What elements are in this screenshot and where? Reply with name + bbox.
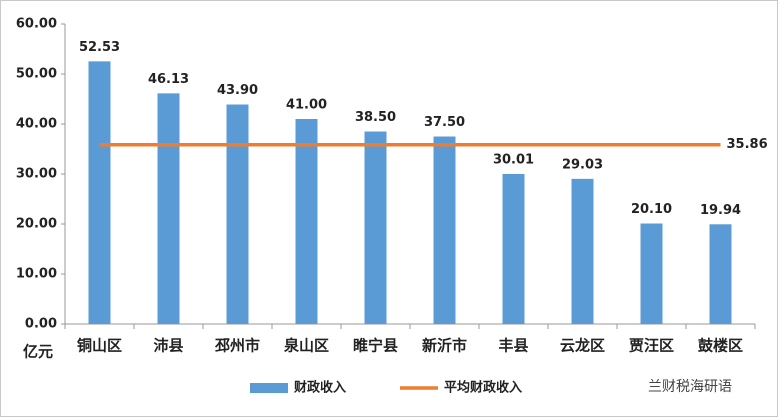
x-tick-label: 新沂市 <box>422 337 467 355</box>
bar <box>295 119 318 324</box>
value-label: 52.53 <box>79 40 120 55</box>
y-tick-label: 20.00 <box>16 217 57 232</box>
value-label: 19.94 <box>700 203 741 218</box>
value-label: 29.03 <box>562 157 603 172</box>
x-tick-label: 邳州市 <box>214 337 260 355</box>
x-tick-label: 沛县 <box>153 337 183 355</box>
value-label: 46.13 <box>148 72 189 87</box>
watermark: 兰财税海研语 <box>648 379 732 395</box>
bar <box>571 178 594 324</box>
legend-label: 财政收入 <box>294 380 346 396</box>
bar <box>88 61 111 324</box>
y-tick-label: 10.00 <box>16 267 57 282</box>
value-label: 38.50 <box>355 110 396 125</box>
y-tick-label: 0.00 <box>25 317 57 332</box>
legend-swatch <box>250 383 288 393</box>
x-tick-label: 泉山区 <box>283 337 329 355</box>
y-unit: 亿元 <box>23 343 53 361</box>
y-tick-label: 30.00 <box>16 167 57 182</box>
value-label: 37.50 <box>424 115 465 130</box>
x-tick-label: 睢宁县 <box>353 337 398 355</box>
value-label: 20.10 <box>631 202 672 217</box>
x-tick-label: 云龙区 <box>560 337 605 355</box>
value-label: 43.90 <box>217 83 258 98</box>
bar <box>709 224 732 324</box>
y-tick-label: 40.00 <box>16 117 57 132</box>
value-label: 41.00 <box>286 98 327 113</box>
x-tick-label: 丰县 <box>498 337 528 355</box>
bar <box>640 223 663 324</box>
legend-label: 平均财政收入 <box>444 380 522 396</box>
bar <box>502 173 525 324</box>
bar <box>157 93 180 324</box>
y-tick-label: 50.00 <box>16 67 57 82</box>
bar <box>433 136 456 324</box>
x-tick-label: 铜山区 <box>77 337 122 355</box>
value-label: 30.01 <box>493 152 534 167</box>
bar <box>364 131 387 324</box>
y-tick-label: 60.00 <box>16 17 57 32</box>
x-tick-label: 鼓楼区 <box>698 337 743 355</box>
bar <box>226 104 249 324</box>
x-tick-label: 贾汪区 <box>629 337 674 355</box>
average-label: 35.86 <box>727 137 768 152</box>
